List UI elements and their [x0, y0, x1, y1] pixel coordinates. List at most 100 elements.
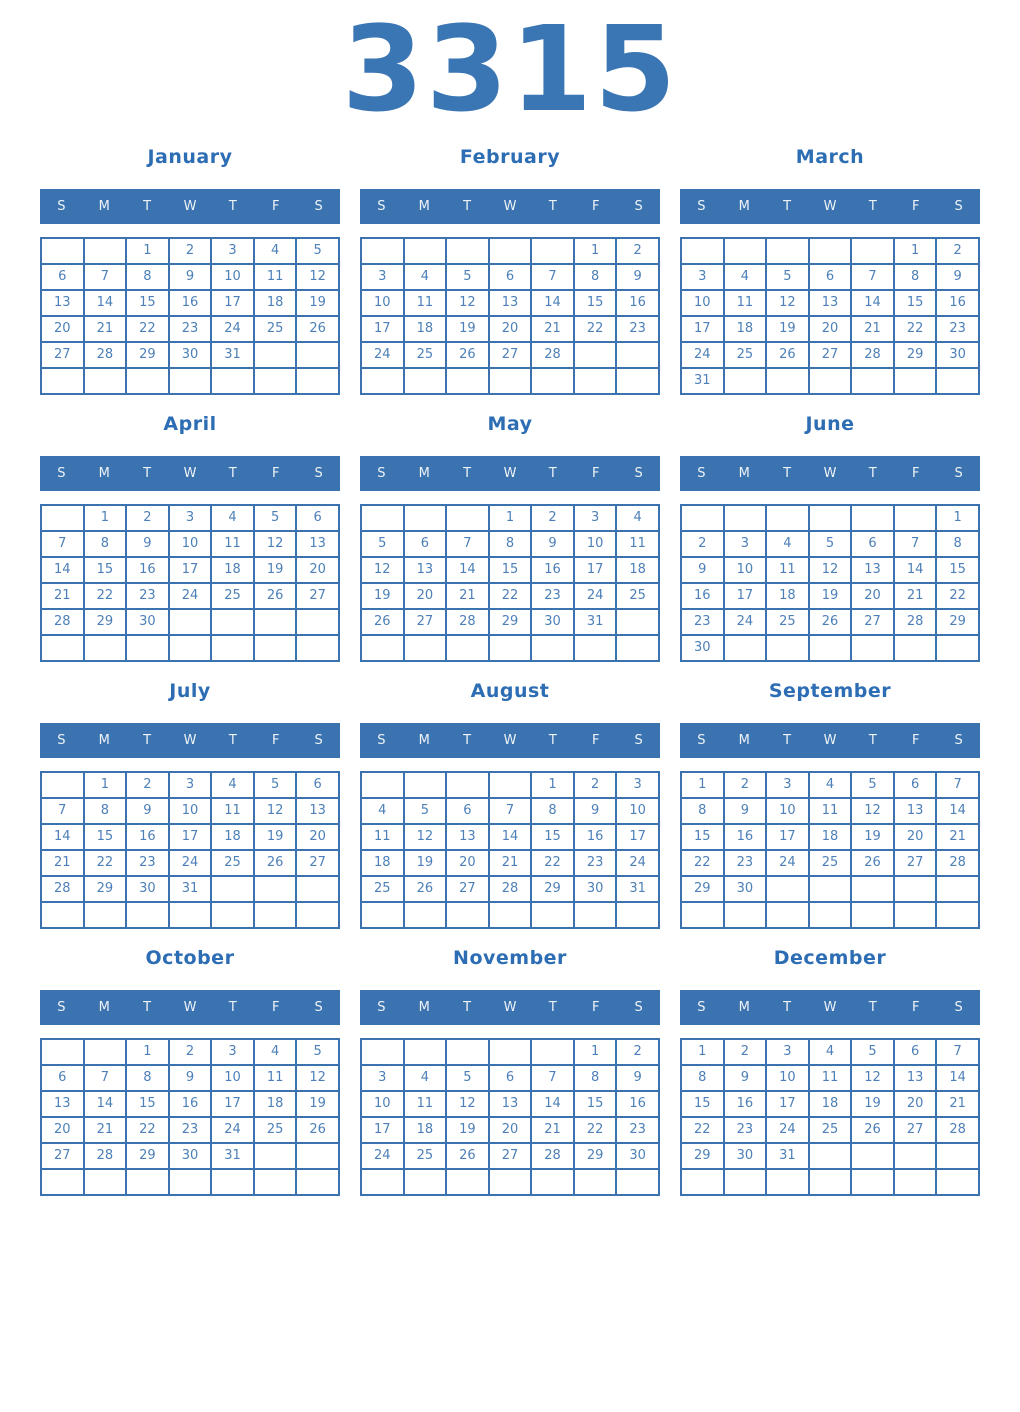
day-cell: 12 [850, 796, 895, 825]
day-cell: 17 [722, 581, 768, 610]
weekday-label: F [911, 999, 920, 1015]
day-cell: 15 [892, 288, 938, 317]
day-cell: 4 [615, 503, 660, 532]
day-cell: 16 [935, 288, 980, 317]
week-row: 17 18 19 20 21 22 23 [360, 1115, 660, 1144]
day-cell: 9 [125, 529, 170, 558]
day-cell: 2 [615, 236, 660, 265]
day-cell: 22 [125, 314, 170, 343]
day-cell: 22 [82, 581, 128, 610]
day-cell: 18 [360, 848, 405, 877]
day-cell: 29 [82, 874, 128, 903]
empty-day-cell [487, 366, 533, 395]
week-row: 27 28 29 30 31 [40, 340, 340, 369]
empty-day-cell [125, 633, 170, 662]
weekday-label: S [697, 999, 706, 1015]
week-row: 8 9 10 11 12 13 14 [680, 1063, 980, 1092]
empty-day-cell [82, 1167, 128, 1196]
empty-day-cell [295, 900, 340, 929]
day-cell: 8 [82, 796, 128, 825]
week-row [680, 900, 980, 929]
day-cell: 5 [252, 503, 298, 532]
day-cell: 31 [765, 1141, 810, 1170]
empty-day-cell [807, 236, 853, 265]
day-cell: 5 [295, 236, 340, 265]
day-cell: 15 [125, 1089, 170, 1118]
week-row: 14 15 16 17 18 19 20 [40, 555, 340, 584]
day-cell: 21 [82, 314, 128, 343]
empty-day-cell [487, 1037, 533, 1066]
week-row: 6 7 8 9 10 11 12 [40, 262, 340, 291]
day-cell: 23 [167, 1115, 213, 1144]
week-row [40, 900, 340, 929]
day-cell: 1 [82, 503, 128, 532]
weekday-label: T [463, 732, 472, 748]
day-cell: 8 [680, 1063, 725, 1092]
empty-day-cell [850, 503, 895, 532]
weekday-label: S [314, 198, 323, 214]
empty-day-cell [402, 633, 448, 662]
day-cell: 14 [530, 288, 575, 317]
empty-day-cell [402, 236, 448, 265]
week-row: 13 14 15 16 17 18 19 [40, 288, 340, 317]
empty-day-cell [360, 236, 405, 265]
day-cell: 2 [935, 236, 980, 265]
day-cell: 12 [445, 1089, 490, 1118]
empty-day-cell [722, 1167, 768, 1196]
day-cell: 4 [765, 529, 810, 558]
day-cell: 4 [360, 796, 405, 825]
empty-day-cell [252, 1167, 298, 1196]
empty-day-cell [765, 503, 810, 532]
day-cell: 31 [680, 366, 725, 395]
day-cell: 20 [892, 1089, 938, 1118]
day-cell: 18 [807, 822, 853, 851]
month-title: December [773, 946, 887, 969]
day-cell: 29 [572, 1141, 618, 1170]
weekday-label: W [503, 999, 517, 1015]
empty-day-cell [402, 503, 448, 532]
day-cell: 5 [765, 262, 810, 291]
day-cell: 27 [892, 848, 938, 877]
weekday-label: S [57, 198, 66, 214]
weekday-label: T [548, 465, 557, 481]
weekday-label: W [823, 465, 837, 481]
day-cell: 14 [40, 555, 85, 584]
day-cell: 19 [765, 314, 810, 343]
day-cell: 21 [40, 848, 85, 877]
weekday-label: M [418, 198, 430, 214]
empty-day-cell [487, 236, 533, 265]
day-cell: 23 [125, 848, 170, 877]
day-cell: 4 [722, 262, 768, 291]
day-cell: 9 [722, 1063, 768, 1092]
month-days-table: 1 2 3 4 5 6 7 8 9 10 11 12 13 14 15 16 17 18 19 20 21 22 23 24 2… [40, 236, 340, 395]
day-cell: 25 [360, 874, 405, 903]
empty-day-cell [82, 900, 128, 929]
day-cell: 29 [892, 340, 938, 369]
day-cell: 20 [295, 555, 340, 584]
day-cell: 27 [807, 340, 853, 369]
day-cell: 6 [487, 262, 533, 291]
day-cell: 25 [402, 340, 448, 369]
week-row: 23 24 25 26 27 28 29 [680, 607, 980, 636]
day-cell: 21 [935, 822, 980, 851]
weekday-label: S [314, 465, 323, 481]
day-cell: 11 [252, 1063, 298, 1092]
day-cell: 3 [167, 503, 213, 532]
day-cell: 18 [252, 288, 298, 317]
months-grid: January S M T W T F S 1 2 3 4 5 6 7 8 9 10 11 12 13 14 15 16 17 1… [40, 146, 980, 1196]
day-cell: 25 [807, 848, 853, 877]
day-cell: 7 [40, 796, 85, 825]
empty-day-cell [360, 1037, 405, 1066]
day-cell: 16 [680, 581, 725, 610]
weekday-label: F [271, 732, 280, 748]
empty-day-cell [530, 366, 575, 395]
day-cell: 21 [40, 581, 85, 610]
week-row: 4 5 6 7 8 9 10 [360, 796, 660, 825]
day-cell: 6 [892, 770, 938, 799]
empty-day-cell [445, 770, 490, 799]
weekday-label: S [57, 465, 66, 481]
day-cell: 5 [850, 1037, 895, 1066]
day-cell: 7 [445, 529, 490, 558]
empty-day-cell [295, 366, 340, 395]
